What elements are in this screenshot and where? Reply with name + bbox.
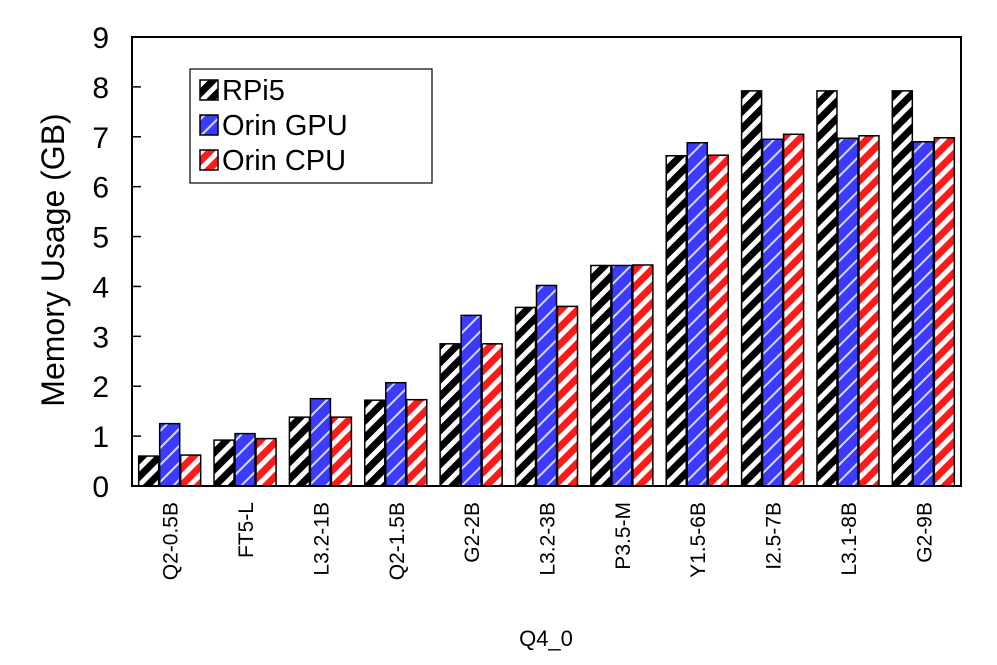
bar-rpi5-q2-1-5b: [364, 399, 386, 487]
bar-orin-cpu-l3-2-3b: [556, 305, 579, 487]
y-tick-label: 4: [92, 271, 109, 304]
x-tick-label: G2-2B: [461, 502, 484, 563]
bar-orin-gpu-l3-2-3b: [535, 284, 558, 487]
x-axis-tick-labels: Q2-0.5B FT5-L L3.2-1B Q2-1.5B G2-2B L3.2-3B P3…: [160, 502, 937, 580]
bar-orin-cpu-l3-1-8b: [858, 135, 880, 487]
y-tick-label: 7: [92, 122, 109, 155]
bar-orin-cpu-p3-5-m: [632, 264, 654, 487]
x-tick-label: P3.5-M: [612, 502, 635, 570]
bar-rpi5-i2-5-7b: [740, 90, 763, 487]
legend-swatch: [199, 79, 219, 101]
legend-label: Orin CPU: [222, 145, 346, 177]
x-tick-label: L3.1-8B: [838, 502, 861, 576]
bar-rpi5-p3-5-m: [590, 264, 612, 487]
bar-orin-gpu-y1-5-6b: [686, 142, 708, 487]
legend-swatch: [199, 114, 219, 136]
bar-rpi5-ft5-l: [213, 439, 235, 487]
y-tick-label: 2: [92, 371, 109, 404]
bar-orin-gpu-i2-5-7b: [761, 138, 784, 487]
y-tick-label: 5: [92, 222, 109, 255]
bar-rpi5-g2-9b: [891, 90, 914, 487]
x-tick-label: Q2-1.5B: [386, 502, 409, 580]
bar-orin-gpu-q2-1-5b: [385, 381, 407, 487]
x-tick-label: Q2-0.5B: [160, 502, 183, 580]
bar-orin-gpu-l3-1-8b: [837, 137, 859, 487]
bar-rpi5-q2-0-5b: [137, 455, 160, 487]
bar-orin-gpu-p3-5-m: [611, 264, 633, 487]
bar-orin-gpu-ft5-l: [234, 432, 256, 487]
x-tick-label: G2-9B: [913, 502, 936, 563]
bar-orin-gpu-g2-2b: [460, 314, 482, 487]
legend-label: Orin GPU: [222, 110, 348, 142]
plot-frame: [131, 36, 962, 487]
x-tick-label: FT5-L: [235, 502, 258, 558]
bar-orin-cpu-l3-2-1b: [330, 416, 353, 487]
legend-swatch: [199, 149, 219, 171]
bar-orin-cpu-q2-0-5b: [179, 454, 202, 487]
y-tick-label: 9: [92, 22, 109, 55]
bar-rpi5-l3-2-1b: [288, 416, 311, 487]
bar-orin-cpu-q2-1-5b: [406, 398, 428, 487]
y-axis-ticks: 0 1 2 3 4 5 6 7 8 9: [92, 22, 141, 504]
bar-orin-cpu-g2-9b: [933, 137, 956, 487]
bar-orin-cpu-g2-2b: [481, 343, 503, 487]
bar-orin-cpu-y1-5-6b: [707, 154, 729, 487]
x-tick-label: I2.5-7B: [763, 502, 786, 570]
legend-box: [189, 68, 433, 184]
bar-orin-gpu-g2-9b: [912, 141, 935, 487]
bars: [137, 90, 956, 487]
y-tick-label: 3: [92, 321, 109, 354]
y-tick-label: 1: [92, 421, 109, 454]
y-tick-label: 0: [92, 471, 109, 504]
bar-orin-cpu-i2-5-7b: [782, 133, 805, 487]
bar-orin-gpu-q2-0-5b: [158, 422, 181, 487]
y-axis-title: Memory Usage (GB): [35, 113, 71, 406]
bar-rpi5-g2-2b: [439, 343, 461, 487]
legend-label: RPi5: [222, 75, 285, 107]
x-axis-title: Q4_0: [519, 626, 573, 651]
bar-orin-cpu-ft5-l: [255, 437, 277, 487]
bar-rpi5-y1-5-6b: [665, 154, 687, 487]
bar-orin-gpu-l3-2-1b: [309, 397, 332, 487]
bar-rpi5-l3-1-8b: [816, 90, 838, 487]
x-tick-label: L3.2-3B: [537, 502, 560, 576]
bar-rpi5-l3-2-3b: [514, 306, 537, 487]
y-tick-label: 8: [92, 72, 109, 105]
x-tick-label: Y1.5-6B: [687, 502, 710, 578]
x-tick-label: L3.2-1B: [310, 502, 333, 576]
y-tick-label: 6: [92, 172, 109, 205]
